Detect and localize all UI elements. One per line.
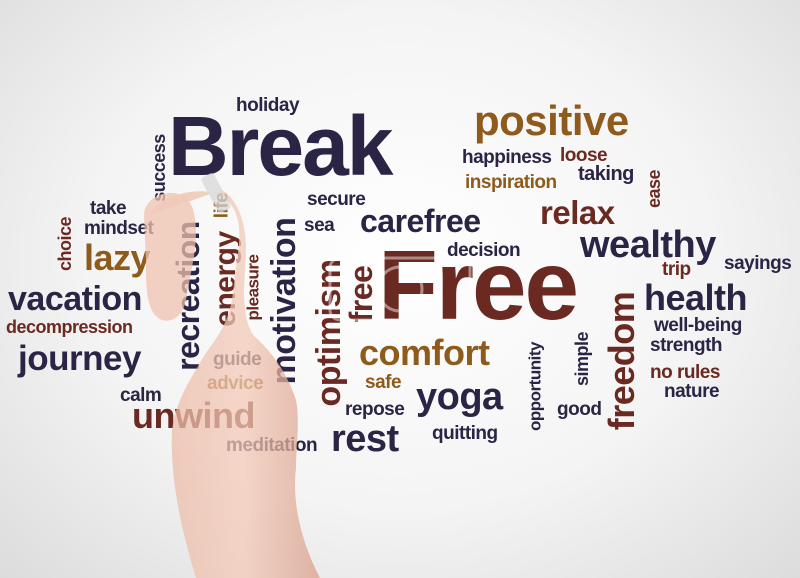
word-positive: positive: [474, 97, 629, 144]
word-strength: strength: [650, 335, 723, 356]
word-taking: taking: [578, 163, 634, 185]
word-comfort: comfort: [359, 332, 490, 373]
word-carefree: carefree: [360, 203, 481, 239]
word-repose: repose: [345, 399, 405, 420]
word-yoga: yoga: [416, 376, 503, 418]
finger-shape: [144, 192, 196, 321]
word-inspiration: inspiration: [465, 172, 557, 193]
word-mindset: mindset: [84, 218, 154, 239]
word-lazy: lazy: [84, 237, 151, 278]
word-vacation: vacation: [8, 280, 142, 318]
word-nature: nature: [664, 381, 720, 402]
word-take: take: [90, 198, 127, 219]
marker-icon: [201, 173, 231, 213]
word-relax: relax: [540, 194, 615, 231]
word-trip: trip: [662, 259, 691, 280]
word-loose: loose: [560, 145, 608, 166]
word-break: Break: [168, 99, 394, 193]
word-sea: sea: [304, 215, 335, 236]
word-well-being: well-being: [654, 315, 742, 336]
word-calm: calm: [120, 385, 162, 406]
word-decision: decision: [447, 240, 521, 261]
word-holiday: holiday: [236, 95, 300, 116]
word-wealthy: wealthy: [580, 224, 716, 266]
word-journey: journey: [18, 339, 141, 378]
word-no-rules: no rules: [650, 362, 720, 383]
word-good: good: [557, 399, 602, 420]
word-secure: secure: [307, 189, 366, 210]
word-decompression: decompression: [6, 317, 133, 337]
word-sayings: sayings: [724, 253, 792, 274]
word-happiness: happiness: [462, 147, 552, 168]
word-quitting: quitting: [432, 423, 498, 444]
word-free-big: Free: [378, 230, 579, 340]
word-rest: rest: [331, 418, 399, 460]
word-safe: safe: [365, 372, 402, 393]
word-health: health: [644, 277, 748, 318]
hand-shape: [150, 190, 320, 578]
